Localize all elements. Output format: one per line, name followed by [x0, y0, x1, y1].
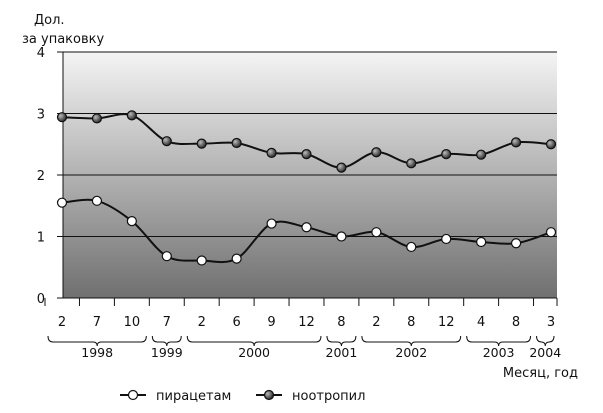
series-0-point-4 — [196, 255, 207, 266]
y-tick-label-2: 2 — [37, 169, 45, 184]
series-0-point-10 — [406, 241, 417, 253]
series-0-point-6 — [266, 218, 277, 229]
legend: пирацетам ноотропил — [120, 389, 365, 404]
legend-label-0: пирацетам — [156, 389, 231, 404]
year-brace-2004 — [536, 335, 555, 347]
x-tick-label-4: 2 — [198, 315, 206, 330]
x-tick-label-6: 9 — [267, 315, 275, 330]
y-tick-label-1: 1 — [37, 231, 45, 246]
legend-marker-0 — [127, 389, 139, 401]
series-1-point-5 — [231, 137, 242, 149]
series-1-point-1 — [91, 113, 103, 124]
year-brace-2003 — [466, 335, 532, 347]
x-tick-label-0: 2 — [58, 315, 66, 330]
series-0-point-3 — [161, 251, 172, 262]
series-0-point-11 — [441, 233, 452, 245]
series-0-point-1 — [91, 195, 103, 206]
y-axis-label-line1: Дол. — [34, 13, 65, 28]
x-tick-label-1: 7 — [93, 315, 101, 330]
series-0-point-13 — [510, 238, 522, 249]
year-brace-1999 — [151, 335, 182, 347]
series-1-point-7 — [301, 148, 312, 160]
year-brace-2000 — [186, 335, 322, 347]
year-label-1998: 1998 — [81, 345, 113, 360]
x-tick-label-12: 4 — [477, 315, 485, 330]
x-tick-label-3: 7 — [163, 315, 171, 330]
year-label-2001: 2001 — [326, 345, 358, 360]
year-brace-2001 — [326, 335, 357, 347]
y-tick-label-4: 4 — [37, 46, 45, 61]
series-1-point-8 — [336, 162, 347, 173]
x-tick-label-10: 8 — [407, 315, 415, 330]
x-tick-label-13: 8 — [512, 315, 520, 330]
x-tick-label-8: 8 — [337, 315, 345, 330]
gridlines — [63, 51, 557, 237]
x-tick-label-7: 12 — [298, 315, 315, 330]
series-0-point-9 — [371, 227, 382, 238]
series-1-point-11 — [441, 148, 452, 160]
series-0-point-5 — [231, 253, 242, 264]
year-label-2004: 2004 — [529, 345, 561, 360]
y-tick-label-0: 0 — [37, 292, 45, 307]
x-tick-label-5: 6 — [233, 315, 241, 330]
series-1-point-13 — [510, 137, 522, 148]
series-0-point-14 — [545, 227, 557, 238]
year-brace-1998 — [47, 335, 147, 347]
year-brace-2002 — [361, 335, 462, 347]
year-label-1999: 1999 — [151, 345, 183, 360]
series-0-point-12 — [476, 236, 487, 248]
series-1-point-10 — [406, 158, 417, 169]
x-tick-label-2: 10 — [124, 315, 141, 330]
y-tick-label-3: 3 — [37, 108, 45, 123]
year-label-2000: 2000 — [238, 345, 270, 360]
series-1-point-2 — [126, 110, 137, 121]
y-axis-label-line2: за упаковку — [22, 32, 104, 47]
series-layer — [56, 110, 557, 266]
series-1-point-12 — [476, 149, 487, 160]
x-axis-label: Месяц, год — [503, 366, 578, 381]
series-1-point-14 — [545, 139, 557, 150]
series-0-point-7 — [301, 222, 312, 233]
x-tick-label-11: 12 — [438, 315, 455, 330]
legend-marker-1 — [263, 389, 275, 401]
series-1-point-3 — [161, 136, 172, 147]
y-axis: 0 1 2 3 4 — [37, 46, 64, 307]
series-0-point-8 — [336, 231, 347, 242]
series-1-point-9 — [371, 147, 382, 158]
series-0-point-0 — [56, 197, 68, 208]
year-groups: 1998 1999 2000 2001 2002 2003 2004 — [47, 335, 561, 360]
year-label-2003: 2003 — [483, 345, 515, 360]
series-1-point-0 — [56, 112, 68, 123]
series-0-point-2 — [126, 216, 137, 227]
x-tick-label-9: 2 — [372, 315, 380, 330]
series-1-point-6 — [266, 147, 277, 158]
series-1-point-4 — [196, 138, 207, 149]
year-label-2002: 2002 — [395, 345, 427, 360]
x-tick-label-14: 3 — [547, 315, 555, 330]
legend-label-1: ноотропил — [292, 389, 365, 404]
x-axis: 2 7 10 7 2 6 9 12 8 2 8 12 4 8 3 — [44, 297, 558, 330]
